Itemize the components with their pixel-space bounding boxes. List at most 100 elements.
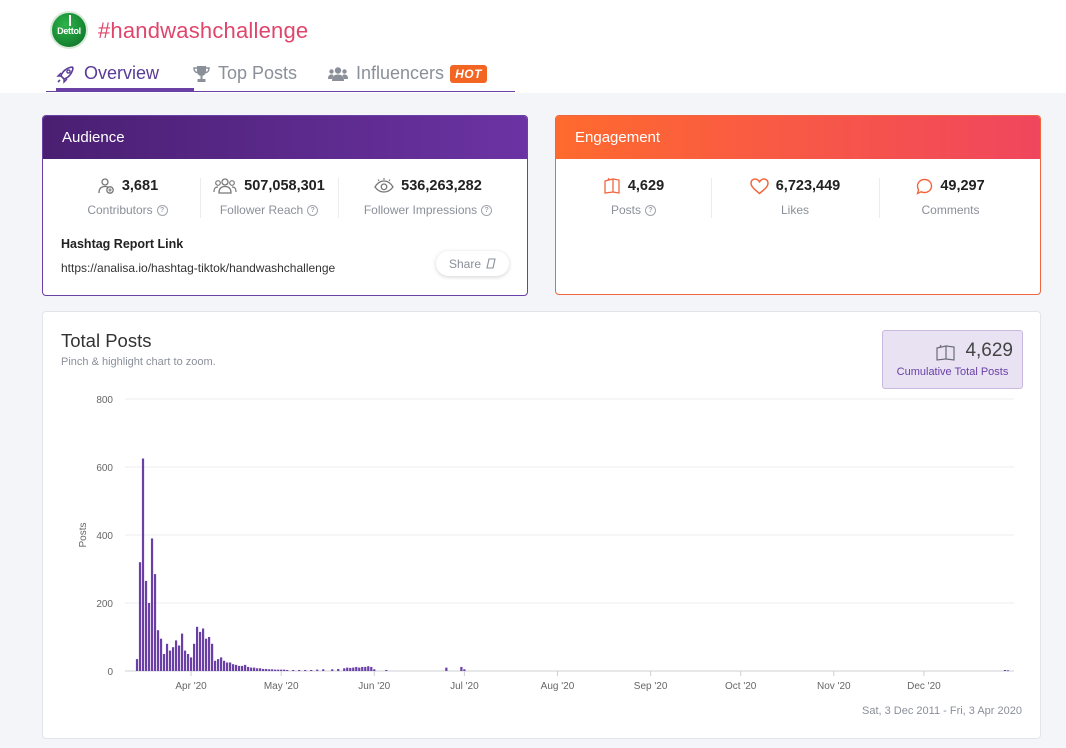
y-tick-label: 0: [107, 667, 113, 678]
bar: [463, 669, 466, 671]
bar: [259, 668, 262, 671]
audience-card: Audience 3,681 Contributors ?: [42, 115, 528, 296]
rocket-icon: [56, 65, 74, 84]
info-icon[interactable]: ?: [645, 204, 656, 216]
chart-title: Total Posts: [61, 330, 152, 351]
contributors-metric: 3,681 Contributors ?: [55, 176, 200, 217]
report-link-url[interactable]: https://analisa.io/hashtag-tiktok/handwa…: [61, 261, 336, 275]
bar: [292, 669, 295, 671]
bar: [250, 667, 253, 671]
posts-metric: 4,629 Posts ?: [556, 176, 711, 217]
cumulative-total-box: 4,629 Cumulative Total Posts: [882, 330, 1023, 389]
tab-influencers[interactable]: Influencers HOT: [328, 56, 487, 91]
bar: [162, 654, 166, 671]
bar: [346, 667, 349, 671]
bar: [337, 668, 340, 671]
total-posts-card: Total Posts Pinch & highlight chart to z…: [42, 311, 1041, 739]
bar: [192, 643, 196, 671]
follower-impressions-metric: 536,263,282 Follower Impressions ?: [338, 176, 518, 217]
bar: [370, 666, 373, 671]
bar: [361, 666, 364, 671]
report-link-label: Hashtag Report Link: [61, 237, 184, 251]
bar: [198, 631, 202, 671]
info-icon[interactable]: ?: [481, 204, 493, 216]
x-tick-label: Aug '20: [541, 681, 575, 692]
bar: [153, 574, 157, 671]
bar: [316, 669, 319, 671]
posts-icon: [936, 344, 955, 361]
logo-sword-icon: [69, 15, 71, 26]
info-icon[interactable]: ?: [156, 204, 168, 216]
contributors-label: Contributors: [87, 203, 153, 217]
follower-reach-label: Follower Reach: [219, 203, 304, 217]
divider: [879, 178, 880, 218]
trophy-icon: [193, 65, 210, 82]
y-tick-label: 800: [96, 395, 113, 406]
bar: [201, 628, 205, 671]
bar: [138, 562, 142, 671]
share-button[interactable]: Share: [436, 251, 509, 276]
divider: [338, 178, 339, 218]
bar: [168, 650, 172, 671]
bar: [195, 626, 199, 671]
y-tick-label: 400: [96, 531, 113, 542]
bar: [217, 659, 220, 671]
x-tick-label: Jun '20: [358, 681, 390, 692]
bar: [244, 664, 247, 671]
comments-metric: 49,297 Comments: [879, 176, 1022, 217]
bar: [373, 669, 376, 671]
tab-top-posts[interactable]: Top Posts: [193, 56, 297, 91]
tab-overview[interactable]: Overview: [56, 56, 194, 91]
bar: [310, 669, 313, 671]
brand-logo: Dettol: [50, 11, 88, 49]
bar: [256, 668, 259, 671]
bar: [460, 666, 463, 671]
chart-subtitle: Pinch & highlight chart to zoom.: [61, 356, 216, 368]
bar: [150, 538, 154, 671]
x-tick-label: May '20: [264, 681, 299, 692]
likes-label: Likes: [780, 203, 809, 217]
contributors-icon: [98, 178, 114, 194]
bar: [358, 667, 361, 671]
comments-label: Comments: [921, 203, 980, 217]
bar: [1006, 670, 1010, 672]
bar: [210, 643, 214, 671]
info-icon[interactable]: ?: [307, 204, 319, 216]
bar: [223, 660, 226, 671]
bar: [385, 669, 388, 671]
logo-text: Dettol: [57, 26, 81, 36]
bar: [144, 580, 148, 671]
bar: [238, 665, 241, 671]
tab-overview-label: Overview: [84, 63, 160, 83]
engagement-header: Engagement: [556, 116, 1040, 159]
bar: [174, 640, 178, 671]
bar: [207, 637, 211, 671]
comments-value: 49,297: [940, 178, 985, 194]
bar: [204, 638, 208, 671]
bar: [304, 669, 307, 671]
hashtag-title: #handwashchallenge: [98, 18, 309, 43]
posts-label: Posts: [610, 203, 641, 217]
bar: [141, 458, 145, 671]
x-tick-label: Sep '20: [634, 681, 668, 692]
bar: [274, 669, 277, 671]
bar: [213, 660, 217, 671]
x-tick-label: Jul '20: [450, 681, 479, 692]
engagement-card: Engagement 4,629 Posts ? 6,723,449 Likes: [555, 115, 1041, 295]
eye-icon: [374, 178, 394, 193]
x-tick-label: Dec '20: [907, 681, 941, 692]
posts-value: 4,629: [627, 178, 665, 194]
bar: [226, 662, 229, 671]
bar: [177, 645, 181, 671]
copy-icon: [486, 258, 496, 269]
users-icon: [328, 66, 348, 81]
x-tick-label: Oct '20: [725, 681, 757, 692]
active-tab-underline: [56, 88, 194, 91]
contributors-value: 3,681: [121, 178, 159, 194]
divider: [711, 178, 712, 218]
total-posts-chart[interactable]: 0 200 400 600 800 Posts Apr '20 May '20 Jun '20 J…: [43, 312, 1040, 738]
bar: [445, 667, 448, 671]
bar: [183, 650, 187, 671]
bar: [262, 668, 265, 671]
top-header: Dettol #handwashchallenge Overview Top P…: [0, 0, 1066, 93]
